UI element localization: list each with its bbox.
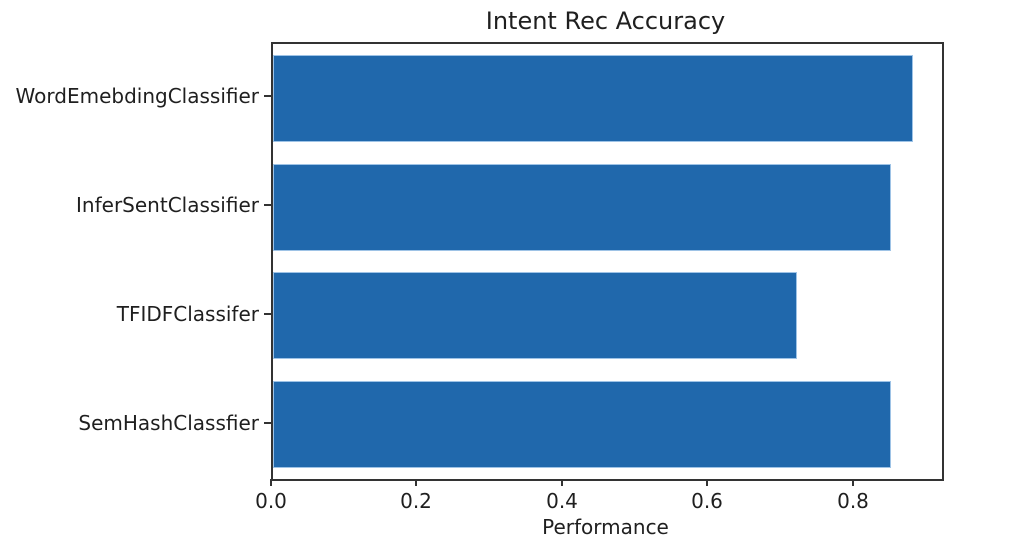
x-tick-label: 0.2: [400, 489, 432, 513]
y-tick-mark: [264, 313, 271, 315]
y-tick-mark: [264, 95, 271, 97]
x-tick-label: 0.6: [691, 489, 723, 513]
x-tick-label: 0.4: [546, 489, 578, 513]
y-tick-label: InferSentClassifier: [76, 193, 259, 217]
x-tick-label: 0.8: [837, 489, 869, 513]
plot-area: [271, 42, 944, 481]
y-tick-mark: [264, 422, 271, 424]
bar-infersentclassifier: [273, 163, 891, 251]
x-axis-label: Performance: [542, 515, 669, 539]
x-tick-mark: [270, 479, 272, 486]
bar-semhashclassfier: [273, 381, 891, 469]
y-tick-label: WordEmebdingClassifier: [15, 84, 259, 108]
x-tick-label: 0.0: [255, 489, 287, 513]
chart-title: Intent Rec Accuracy: [485, 7, 726, 35]
x-tick-mark: [415, 479, 417, 486]
y-tick-label: TFIDFClassifer: [116, 302, 259, 326]
x-tick-mark: [706, 479, 708, 486]
x-tick-mark: [561, 479, 563, 486]
bar-tfidfclassifer: [273, 272, 797, 360]
x-tick-mark: [852, 479, 854, 486]
y-tick-label: SemHashClassfier: [78, 411, 259, 435]
y-tick-mark: [264, 204, 271, 206]
bar-wordemebdingclassifier: [273, 54, 913, 142]
